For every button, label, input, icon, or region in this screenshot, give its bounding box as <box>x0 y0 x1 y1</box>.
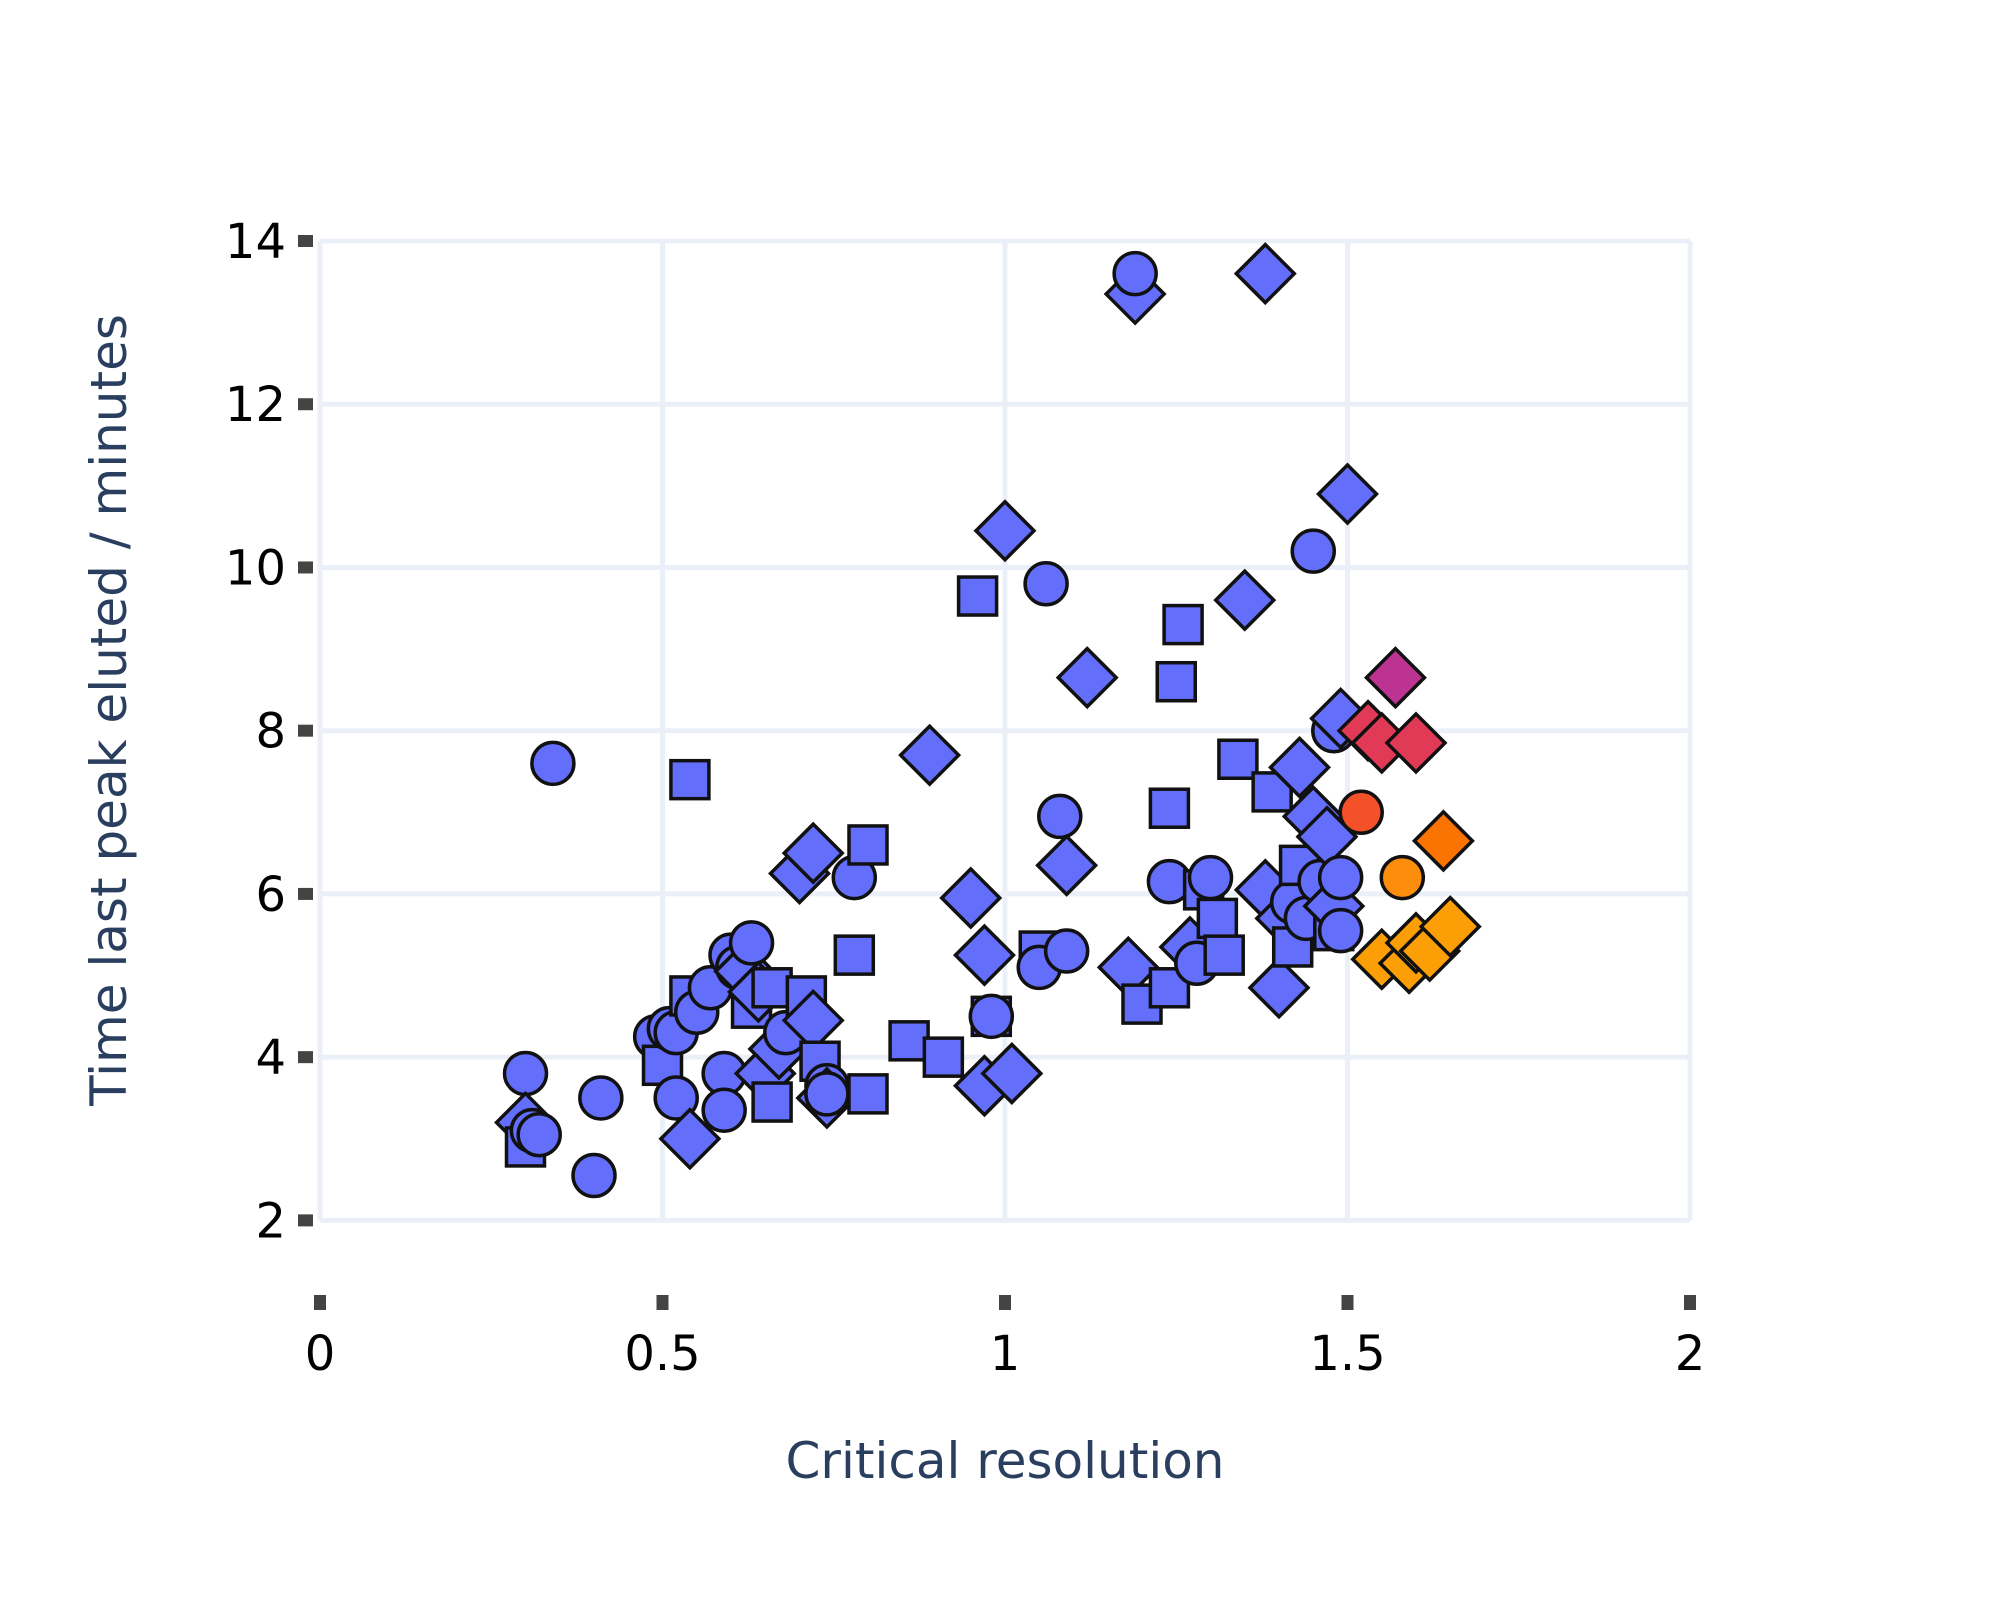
data-point-circle <box>571 1152 617 1199</box>
x-tick-mark <box>656 1295 669 1310</box>
x-tick-label: 1.5 <box>1309 1326 1385 1382</box>
data-point-circle <box>502 1050 549 1097</box>
data-point-square <box>669 758 711 801</box>
data-point-diamond <box>1384 711 1448 775</box>
data-point-circle <box>1290 528 1336 574</box>
data-point-diamond <box>898 723 962 787</box>
data-point-diamond <box>1055 646 1119 710</box>
data-point-square <box>956 575 999 617</box>
data-point-diamond <box>1418 895 1482 959</box>
y-tick-label: 6 <box>255 867 286 923</box>
x-tick-mark <box>314 1295 326 1310</box>
data-points <box>494 242 1482 1199</box>
data-point-diamond <box>1411 809 1475 873</box>
x-tick-label: 0 <box>305 1326 336 1382</box>
data-point-square <box>888 1020 930 1062</box>
data-point-circle <box>804 1071 850 1117</box>
y-tick-label: 10 <box>225 540 286 596</box>
data-point-circle <box>653 1075 699 1121</box>
data-point-diamond <box>952 923 1016 987</box>
data-point-circle <box>1112 250 1158 297</box>
data-point-circle <box>530 740 576 787</box>
data-point-circle <box>1037 793 1083 840</box>
data-point-diamond <box>1247 956 1311 1020</box>
data-point-diamond <box>1268 735 1332 799</box>
data-point-diamond <box>1213 568 1277 632</box>
data-point-circle <box>1338 789 1384 836</box>
data-point-circle <box>1317 907 1364 954</box>
data-point-circle <box>1043 928 1090 974</box>
data-point-square <box>847 1073 889 1115</box>
x-tick-mark <box>1684 1295 1696 1310</box>
data-point-square <box>1196 897 1239 940</box>
data-point-square <box>833 934 876 976</box>
y-tick-label: 4 <box>255 1030 286 1086</box>
data-point-circle <box>968 993 1015 1040</box>
y-tick-mark <box>298 724 313 737</box>
x-tick-mark <box>999 1295 1011 1310</box>
data-point-diamond <box>1316 462 1379 526</box>
data-point-square <box>1148 787 1191 829</box>
data-point-square <box>751 967 793 1009</box>
data-point-circle <box>1023 561 1069 607</box>
data-point-square <box>751 1081 793 1123</box>
data-point-circle <box>1317 854 1364 901</box>
data-point-square <box>922 1036 965 1078</box>
data-point-circle <box>728 920 775 966</box>
y-tick-label: 2 <box>255 1193 286 1249</box>
y-tick-mark <box>298 1214 313 1227</box>
data-point-diamond <box>658 1107 722 1171</box>
data-point-circle <box>1187 854 1234 901</box>
x-tick-label: 2 <box>1675 1326 1706 1382</box>
y-axis-title: Time last peak eluted / minutes <box>80 314 138 1107</box>
x-tick-label: 1 <box>990 1326 1021 1382</box>
y-tick-label: 12 <box>225 377 286 433</box>
x-tick-mark <box>1341 1295 1354 1310</box>
y-tick-mark <box>298 1051 313 1064</box>
data-point-circle <box>578 1075 624 1121</box>
x-axis-title: Critical resolution <box>786 1432 1225 1490</box>
data-point-circle <box>516 1111 562 1158</box>
data-point-circle <box>1379 854 1426 901</box>
y-tick-label: 14 <box>225 214 286 270</box>
data-point-diamond <box>980 1042 1044 1105</box>
data-point-square <box>1162 603 1204 646</box>
y-tick-label: 8 <box>255 704 286 760</box>
data-point-square <box>1155 660 1197 703</box>
data-point-circle <box>701 1087 747 1133</box>
data-point-diamond <box>781 821 845 885</box>
y-tick-mark <box>298 235 313 247</box>
data-point-diamond <box>1035 833 1099 897</box>
data-point-diamond <box>939 866 1003 930</box>
data-point-square <box>1148 967 1191 1009</box>
data-point-diamond <box>973 499 1037 563</box>
data-point-square <box>1217 738 1259 781</box>
grid <box>317 238 1693 1223</box>
data-point-diamond <box>1363 646 1427 710</box>
data-point-diamond <box>1233 242 1297 306</box>
data-point-square <box>1203 934 1245 976</box>
y-tick-mark <box>298 887 313 900</box>
y-tick-mark <box>298 561 313 574</box>
y-tick-mark <box>298 398 313 411</box>
axis-ticks: 0 0.5 1 1.5 2 2 4 6 8 10 12 14 <box>225 214 1705 1382</box>
x-tick-label: 0.5 <box>624 1326 700 1382</box>
data-point-square <box>847 824 889 866</box>
